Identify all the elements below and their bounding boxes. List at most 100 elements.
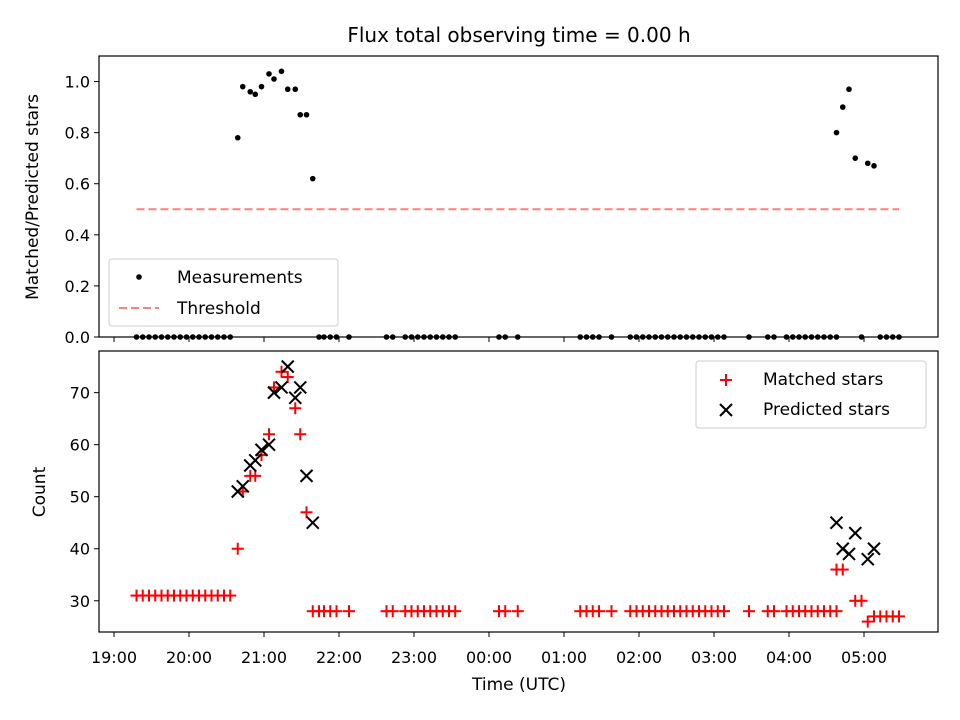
y-tick-label: 0.6 bbox=[65, 175, 90, 194]
matched-point bbox=[605, 605, 618, 618]
top-axes-frame bbox=[98, 55, 939, 338]
predicted-point bbox=[236, 479, 250, 494]
x-tick-label: 00:00 bbox=[466, 648, 512, 667]
y-tick-label: 60 bbox=[70, 436, 90, 455]
x-tick-label: 05:00 bbox=[841, 648, 887, 667]
matched-point bbox=[231, 542, 244, 555]
measurement-point bbox=[846, 86, 852, 93]
y-tick-label: 70 bbox=[70, 384, 90, 403]
x-tick-label: 21:00 bbox=[241, 648, 287, 667]
y-tick-label: 0.8 bbox=[65, 124, 90, 143]
matched-point bbox=[893, 610, 905, 623]
measurement-point bbox=[271, 76, 277, 82]
matched-point bbox=[386, 605, 399, 618]
top-legend: Measurements Threshold bbox=[108, 258, 339, 327]
measurement-point bbox=[234, 134, 241, 141]
top-panel: Flux total observing time = 0.00 h 0.00.… bbox=[23, 23, 939, 347]
x-tick-label: 01:00 bbox=[541, 648, 587, 667]
x-tick-label: 04:00 bbox=[766, 648, 812, 667]
measurement-point bbox=[239, 83, 246, 90]
y-tick-label: 1.0 bbox=[65, 73, 90, 92]
matched-point bbox=[263, 428, 275, 441]
legend-matched-label: Matched stars bbox=[763, 370, 883, 390]
legend-predicted-marker bbox=[719, 403, 733, 417]
predicted-point bbox=[274, 380, 289, 395]
predicted-point bbox=[293, 380, 307, 395]
matched-point bbox=[300, 506, 313, 519]
top-y-ticks: 0.0 0.2 0.4 0.6 0.8 1.0 bbox=[65, 73, 99, 347]
measurement-point bbox=[278, 68, 285, 75]
top-legend-box bbox=[108, 258, 339, 327]
matched-point bbox=[861, 615, 874, 628]
bottom-y-ticks: 30 40 50 60 70 bbox=[70, 384, 99, 611]
matched-point bbox=[593, 605, 605, 618]
x-tick-label: 19:00 bbox=[91, 648, 137, 667]
matched-point bbox=[768, 605, 780, 618]
y-tick-label: 30 bbox=[70, 592, 90, 611]
predicted-point bbox=[254, 443, 269, 457]
predicted-point bbox=[267, 385, 281, 400]
measurement-point bbox=[839, 104, 846, 110]
matched-point bbox=[330, 605, 343, 618]
predicted-point bbox=[281, 359, 295, 374]
predicted-point bbox=[829, 516, 844, 530]
legend-predicted-label: Predicted stars bbox=[763, 400, 890, 420]
predicted-point bbox=[867, 542, 881, 556]
bottom-y-axis-label: Count bbox=[30, 466, 50, 517]
bottom-panel: 30 40 50 60 70 19:00 20:00 21:00 22:00 23:00 00:0… bbox=[30, 350, 939, 695]
x-tick-label: 20:00 bbox=[166, 648, 212, 667]
measurement-point bbox=[833, 129, 840, 136]
x-tick-label: 03:00 bbox=[691, 648, 737, 667]
matched-point bbox=[499, 605, 512, 618]
legend-matched-marker bbox=[720, 374, 732, 386]
matched-point bbox=[511, 605, 524, 618]
bottom-plot-marks bbox=[130, 359, 905, 628]
measurement-point bbox=[864, 160, 871, 167]
matched-point bbox=[718, 605, 730, 618]
y-tick-label: 0.2 bbox=[65, 277, 90, 296]
predicted-point bbox=[299, 469, 314, 483]
matched-point bbox=[289, 402, 302, 415]
matched-point bbox=[836, 563, 849, 576]
predicted-point bbox=[248, 453, 262, 467]
y-tick-label: 0.0 bbox=[65, 328, 90, 347]
matched-point bbox=[855, 594, 868, 607]
measurement-point bbox=[852, 155, 859, 161]
measurement-point bbox=[247, 88, 254, 95]
measurement-point bbox=[252, 91, 259, 98]
predicted-point bbox=[842, 547, 856, 561]
measurement-point bbox=[309, 175, 316, 182]
measurement-point bbox=[297, 111, 304, 118]
y-tick-label: 40 bbox=[70, 540, 90, 559]
y-tick-label: 0.4 bbox=[65, 226, 90, 245]
matched-point bbox=[224, 589, 237, 602]
bottom-legend-box bbox=[695, 360, 927, 429]
legend-measurements-label: Measurements bbox=[177, 268, 303, 288]
bottom-axes-frame bbox=[98, 350, 939, 633]
matched-point bbox=[449, 605, 462, 618]
predicted-point bbox=[306, 516, 320, 530]
matched-point bbox=[830, 605, 843, 618]
bottom-x-ticks: 19:00 20:00 21:00 22:00 23:00 00:00 01:00 02:00… bbox=[91, 632, 887, 667]
x-tick-label: 22:00 bbox=[316, 648, 362, 667]
y-tick-label: 50 bbox=[70, 488, 90, 507]
x-tick-label: 23:00 bbox=[391, 648, 437, 667]
legend-measurements-marker bbox=[136, 274, 142, 280]
x-axis-label: Time (UTC) bbox=[471, 675, 566, 695]
legend-threshold-label: Threshold bbox=[176, 299, 261, 319]
matched-point bbox=[343, 605, 355, 618]
matched-point bbox=[294, 428, 307, 441]
bottom-legend: Matched stars Predicted stars bbox=[695, 360, 927, 429]
predicted-point bbox=[861, 552, 875, 566]
matched-point bbox=[743, 605, 755, 618]
measurement-point bbox=[258, 83, 265, 90]
matched-point bbox=[281, 371, 294, 384]
predicted-point bbox=[848, 526, 862, 540]
top-y-axis-label: Matched/Predicted stars bbox=[23, 94, 43, 300]
measurement-point bbox=[284, 86, 291, 93]
measurement-point bbox=[303, 111, 310, 118]
measurement-point bbox=[292, 86, 299, 93]
predicted-point bbox=[288, 391, 302, 405]
measurement-point bbox=[266, 71, 272, 77]
